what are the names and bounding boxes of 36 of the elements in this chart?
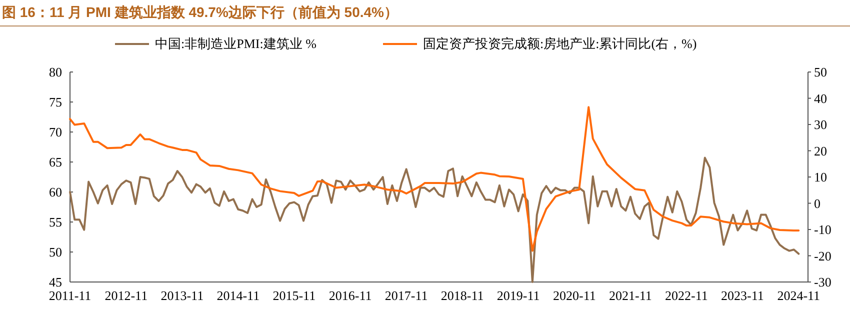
y-tick-label: 75 xyxy=(49,94,62,110)
x-tick-label: 2022-11 xyxy=(665,288,708,303)
x-tick-label: 2016-11 xyxy=(328,288,372,303)
legend-label: 固定资产投资完成额:房地产业:累计同比(右，%) xyxy=(423,36,697,51)
x-tick-label: 2011-11 xyxy=(48,288,92,303)
chart-title: 图 16：11 月 PMI 建筑业指数 49.7%边际下行（前值为 50.4%） xyxy=(2,4,398,20)
x-tick-label: 2014-11 xyxy=(216,288,260,303)
y2-tick-label: -30 xyxy=(814,274,832,290)
x-tick-label: 2015-11 xyxy=(272,288,316,303)
x-tick-label: 2012-11 xyxy=(104,288,148,303)
x-tick-label: 2018-11 xyxy=(440,288,484,303)
x-tick-label: 2024-11 xyxy=(777,288,820,303)
y-tick-label: 50 xyxy=(49,244,62,260)
y2-tick-label: 40 xyxy=(814,90,827,106)
y-tick-label: 80 xyxy=(49,64,62,80)
y2-tick-label: 0 xyxy=(814,196,820,211)
y2-tick-label: 10 xyxy=(814,170,827,184)
y-tick-label: 45 xyxy=(49,274,62,290)
y-tick-label: 70 xyxy=(49,124,62,140)
y2-tick-label: 30 xyxy=(814,117,827,132)
y2-tick-label: -10 xyxy=(814,222,832,237)
line-series xyxy=(69,106,800,252)
x-tick-label: 2021-11 xyxy=(609,288,652,303)
line-series xyxy=(69,156,800,283)
y2-tick-label: -20 xyxy=(814,248,832,264)
legend-label: 中国:非制造业PMI:建筑业 % xyxy=(155,36,317,51)
x-tick-label: 2019-11 xyxy=(496,288,540,303)
x-tick-label: 2020-11 xyxy=(553,288,596,303)
y2-tick-label: 20 xyxy=(814,143,827,158)
x-tick-label: 2023-11 xyxy=(721,288,764,303)
x-tick-label: 2017-11 xyxy=(384,288,428,303)
y-tick-label: 60 xyxy=(49,184,62,200)
y2-tick-label: 50 xyxy=(814,64,827,80)
y-tick-label: 65 xyxy=(49,154,62,170)
y-tick-label: 55 xyxy=(49,214,62,230)
x-tick-label: 2013-11 xyxy=(160,288,204,303)
